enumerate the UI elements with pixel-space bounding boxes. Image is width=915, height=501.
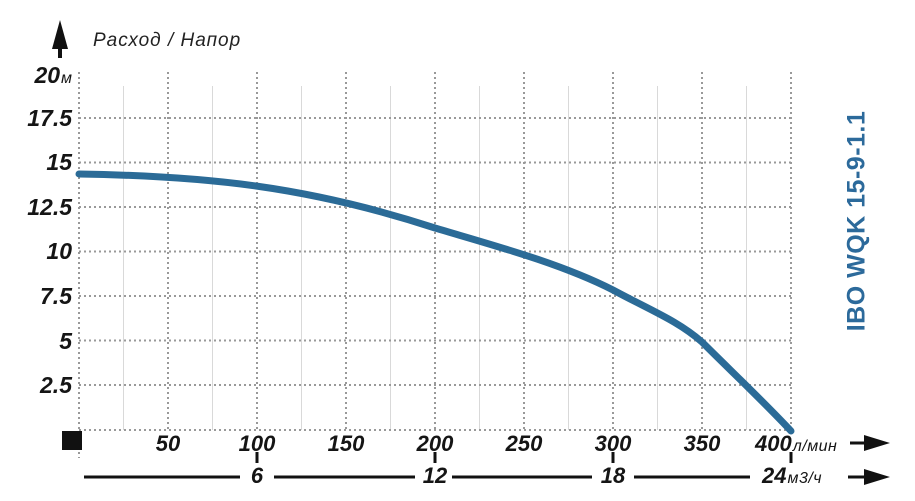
x-tick-label-150: 150 [327,431,365,456]
x-axis-unit-lmin: л/мин [792,438,838,455]
x-tick-label-400: 400 л/мин [755,432,837,456]
x-tick-label-200: 200 [416,431,454,456]
y-tick-label-20: 20м [34,62,72,88]
lmin-axis-arrow-icon [850,435,890,451]
m3h-tick-label-12: 12 [422,463,448,488]
model-label: IBO WQK 15-9-1.1 [842,110,871,332]
grid-major-vertical [78,72,792,458]
performance-curve [75,170,795,435]
origin-marker [62,431,82,450]
y-tick-label-7-5: 7.5 [40,283,72,309]
x-tick-label-300: 300 [594,431,632,456]
x-tick-label-250: 250 [505,431,543,456]
y-axis-unit: м [61,70,72,87]
m3h-tick-label-6: 6 [250,463,264,488]
grid-minor-vertical [123,86,747,430]
y-tick-label-15: 15 [46,149,72,175]
x-tick-label-50: 50 [155,431,181,456]
chart-title: Расход / Напор [93,30,242,51]
x-tick-label-350: 350 [683,431,721,456]
m3h-axis-arrow-icon [864,469,890,485]
y-tick-label-17-5: 17.5 [27,105,72,131]
y-tick-label-5: 5 [59,328,72,354]
m3h-axis-ticks [255,452,793,463]
x-axis-unit-m3h: м3/ч [787,470,823,487]
y-tick-label-12-5: 12.5 [27,194,72,220]
grid-major-horizontal [79,117,791,431]
y-tick-label-2-5: 2.5 [40,372,72,398]
x-tick-label-100: 100 [238,431,276,456]
y-tick-label-10: 10 [46,238,72,264]
y-axis-arrow-icon [52,20,68,58]
m3h-tick-label-18: 18 [600,463,626,488]
m3h-tick-label-24: 24 м3/ч [762,464,822,488]
